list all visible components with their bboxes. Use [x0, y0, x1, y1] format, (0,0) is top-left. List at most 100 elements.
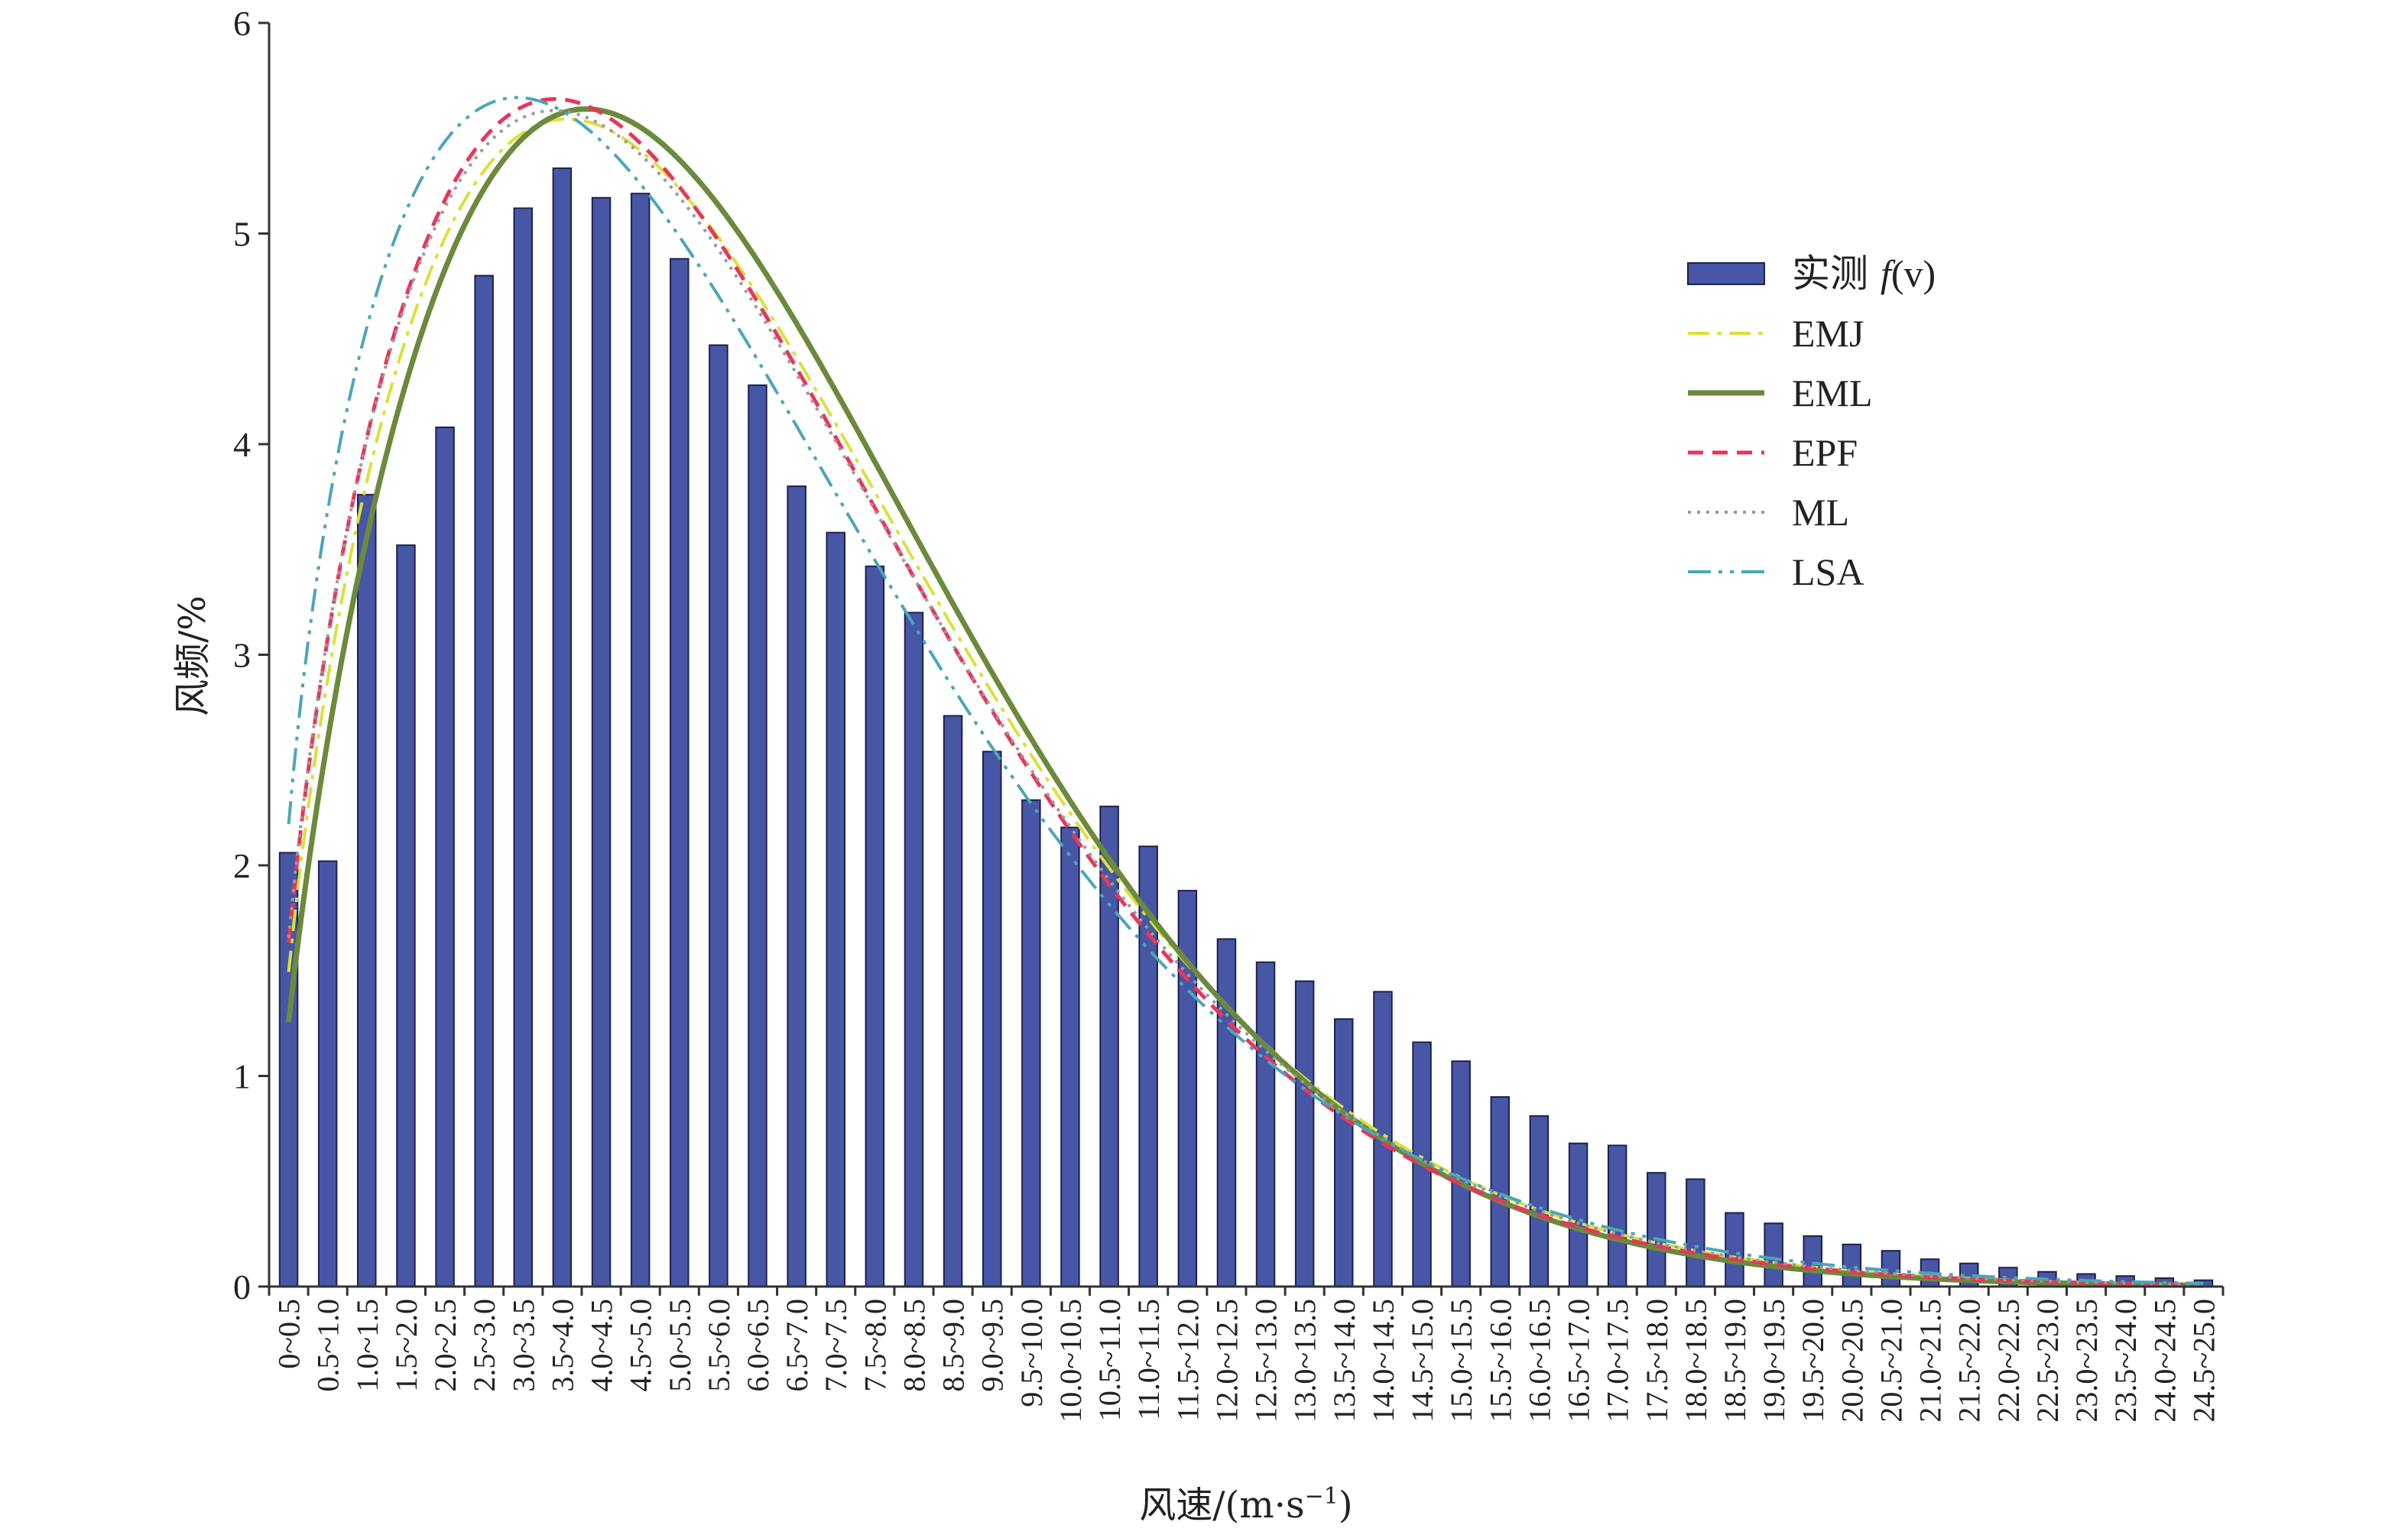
bar-10.0~10.5 [1060, 826, 1080, 1287]
x-tick-label-1.0~1.5: 1.0~1.5 [350, 1299, 385, 1392]
legend-label-epf: EPF [1792, 431, 1858, 474]
y-tick-label-3: 3 [233, 636, 251, 675]
x-tick-label-6.0~6.5: 6.0~6.5 [741, 1299, 775, 1392]
x-axis-title-superscript: −1 [1305, 1483, 1339, 1510]
x-tick-label-22.5~23.0: 22.5~23.0 [2030, 1299, 2065, 1423]
x-tick-label-1.5~2.0: 1.5~2.0 [389, 1299, 424, 1392]
bar-12.5~13.0 [1255, 961, 1276, 1287]
bar-6.0~6.5 [748, 384, 768, 1287]
x-tick-label-0.5~1.0: 0.5~1.0 [311, 1299, 346, 1392]
curve-lsa [287, 96, 2204, 1285]
x-tick-label-6.5~7.0: 6.5~7.0 [780, 1299, 814, 1392]
x-tick-label-10.5~11.0: 10.5~11.0 [1092, 1299, 1127, 1421]
x-tick-label-12.0~12.5: 12.0~12.5 [1209, 1299, 1244, 1423]
curve-ml [287, 109, 2204, 1287]
x-tick-label-2.0~2.5: 2.0~2.5 [428, 1299, 462, 1392]
bar-2.5~3.0 [474, 274, 494, 1288]
y-tick-label-0: 0 [233, 1267, 251, 1306]
x-tick-label-16.0~16.5: 16.0~16.5 [1522, 1299, 1556, 1423]
legend: 实测 f(v) EMJ EML EPF ML LSA [1687, 252, 1936, 593]
x-tick-label-15.5~16.0: 15.5~16.0 [1483, 1299, 1517, 1423]
legend-label-bars: 实测 f(v) [1792, 252, 1936, 296]
x-tick-label-23.0~23.5: 23.0~23.5 [2069, 1299, 2104, 1423]
bar-5.5~6.0 [709, 344, 729, 1287]
y-axis-title: 风频/% [171, 596, 214, 716]
x-tick-label-23.5~24.0: 23.5~24.0 [2108, 1299, 2143, 1423]
x-tick-label-17.0~17.5: 17.0~17.5 [1601, 1299, 1635, 1423]
x-tick-label-15.0~15.5: 15.0~15.5 [1444, 1299, 1478, 1423]
bar-4.0~4.5 [591, 196, 612, 1288]
x-tick-label-10.0~10.5: 10.0~10.5 [1053, 1299, 1088, 1423]
x-tick-label-24.0~24.5: 24.0~24.5 [2147, 1299, 2182, 1423]
x-tick-label-18.0~18.5: 18.0~18.5 [1679, 1299, 1713, 1423]
bar-19.5~20.0 [1803, 1235, 1822, 1288]
x-tick-label-14.0~14.5: 14.0~14.5 [1366, 1299, 1400, 1423]
bar-2.0~2.5 [435, 427, 455, 1287]
x-tick-label-3.0~3.5: 3.0~3.5 [506, 1299, 540, 1392]
x-tick-label-20.0~20.5: 20.0~20.5 [1835, 1299, 1869, 1423]
legend-swatch-bars [1687, 262, 1765, 285]
x-tick-label-22.0~22.5: 22.0~22.5 [1991, 1299, 2026, 1423]
x-ticks-layer: 0~0.5 0.5~1.0 1.0~1.5 1.5~2.0 2.0~2.5 2.5~3.0… [268, 1287, 2225, 1423]
y-tick-label-1: 1 [233, 1057, 251, 1096]
bars-layer [278, 167, 2214, 1288]
bar-8.5~9.0 [943, 715, 963, 1287]
x-tick-label-18.5~19.0: 18.5~19.0 [1718, 1299, 1752, 1423]
bar-1.0~1.5 [357, 494, 377, 1287]
x-tick-label-4.5~5.0: 4.5~5.0 [624, 1299, 658, 1392]
x-tick-label-4.0~4.5: 4.0~4.5 [585, 1299, 619, 1392]
x-tick-label-11.5~12.0: 11.5~12.0 [1170, 1299, 1205, 1421]
bar-3.0~3.5 [513, 207, 533, 1287]
bar-9.5~10.0 [1021, 799, 1041, 1287]
x-axis-title-end: ) [1339, 1484, 1353, 1527]
y-tick-label-2: 2 [233, 846, 251, 885]
y-tick-label-4: 4 [233, 425, 251, 464]
x-axis-title-main: 风速/(m·s [1139, 1484, 1304, 1527]
bar-7.5~8.0 [865, 565, 885, 1287]
x-tick-label-5.5~6.0: 5.5~6.0 [702, 1299, 736, 1392]
x-tick-label-2.5~3.0: 2.5~3.0 [467, 1299, 501, 1392]
x-tick-label-9.0~9.5: 9.0~9.5 [975, 1299, 1010, 1392]
y-ticks-layer: 0 1 2 3 4 5 6 [233, 4, 269, 1306]
x-tick-label-11.0~11.5: 11.0~11.5 [1131, 1299, 1166, 1420]
bar-13.5~14.0 [1334, 1018, 1354, 1287]
bar-4.5~5.0 [630, 193, 651, 1288]
x-tick-label-24.5~25.0: 24.5~25.0 [2186, 1299, 2221, 1423]
x-tick-label-13.5~14.0: 13.5~14.0 [1327, 1299, 1361, 1423]
bar-19.0~19.5 [1764, 1222, 1783, 1288]
x-tick-label-20.5~21.0: 20.5~21.0 [1874, 1299, 1909, 1423]
x-tick-label-19.5~20.0: 19.5~20.0 [1796, 1299, 1830, 1423]
x-tick-label-19.0~19.5: 19.0~19.5 [1757, 1299, 1791, 1423]
x-tick-label-17.5~18.0: 17.5~18.0 [1640, 1299, 1674, 1423]
bar-6.5~7.0 [787, 485, 806, 1287]
y-tick-label-5: 5 [233, 215, 251, 254]
bar-17.5~18.0 [1647, 1172, 1666, 1287]
curves-layer [286, 96, 2204, 1288]
x-tick-label-8.5~9.0: 8.5~9.0 [936, 1299, 971, 1392]
bar-8.0~8.5 [904, 612, 924, 1287]
bar-16.0~16.5 [1529, 1115, 1550, 1288]
bar-11.5~12.0 [1177, 890, 1198, 1287]
x-tick-label-3.5~4.0: 3.5~4.0 [545, 1299, 579, 1392]
bar-17.0~17.5 [1607, 1144, 1628, 1288]
legend-label-ml: ML [1792, 491, 1849, 534]
x-tick-label-7.0~7.5: 7.0~7.5 [819, 1299, 853, 1392]
x-tick-label-21.5~22.0: 21.5~22.0 [1952, 1299, 1987, 1423]
bar-5.0~5.5 [670, 258, 690, 1288]
legend-label-eml: EML [1792, 372, 1873, 414]
bar-9.0~9.5 [982, 751, 1002, 1287]
x-tick-label-0~0.5: 0~0.5 [272, 1299, 307, 1369]
x-axis-title: 风速/(m·s−1) [1139, 1483, 1352, 1527]
x-tick-label-7.5~8.0: 7.5~8.0 [858, 1299, 892, 1392]
bar-16.5~17.0 [1568, 1142, 1589, 1287]
x-tick-label-14.5~15.0: 14.5~15.0 [1405, 1299, 1439, 1423]
y-tick-label-6: 6 [233, 4, 251, 43]
bar-12.0~12.5 [1216, 938, 1237, 1288]
bar-0.5~1.0 [317, 860, 338, 1287]
x-tick-label-5.0~5.5: 5.0~5.5 [663, 1299, 697, 1392]
bar-7.0~7.5 [826, 531, 845, 1287]
x-tick-label-9.5~10.0: 9.5~10.0 [1014, 1299, 1049, 1407]
bar-13.0~13.5 [1294, 980, 1315, 1287]
bar-3.5~4.0 [552, 167, 573, 1288]
